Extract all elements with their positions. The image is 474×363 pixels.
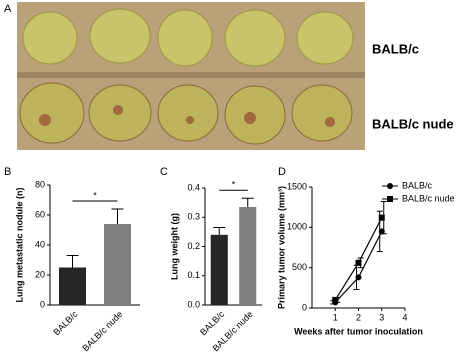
lung-photo <box>17 2 365 150</box>
x-tick-label: BALB/c nude <box>80 309 124 353</box>
y-tick-label: 500 <box>292 262 307 272</box>
y-tick-label: 60 <box>35 209 45 219</box>
marker <box>355 274 362 281</box>
row-label: BALB/c nude <box>372 116 454 131</box>
y-axis-label: Primary tumor volume (mm³) <box>276 186 286 309</box>
x-tick-label: 4 <box>402 312 407 322</box>
x-tick-label: 2 <box>356 312 361 322</box>
marker <box>332 296 339 303</box>
x-tick-label: 3 <box>379 312 384 322</box>
panel-label: C <box>160 166 168 178</box>
x-tick-label: BALB/c <box>51 309 80 338</box>
y-tick-label: 1500 <box>287 181 307 191</box>
y-axis-label: Lung weight (g) <box>169 213 179 280</box>
y-tick-label: 0.1 <box>187 270 200 280</box>
y-axis-label: Lung metastatic nodule (n) <box>14 187 24 302</box>
bar <box>239 207 257 305</box>
legend-label: BALB/c <box>402 180 433 190</box>
legend-marker <box>387 183 393 189</box>
legend-marker <box>387 196 393 202</box>
legend-label: BALB/c nude <box>402 193 455 203</box>
y-tick-label: 0 <box>302 302 307 312</box>
bar <box>210 234 228 305</box>
y-tick-label: 0 <box>40 299 45 309</box>
x-axis-label: Weeks after tumor inoculation <box>294 326 423 336</box>
row-label: BALB/c <box>372 41 419 56</box>
panel-label: D <box>278 166 286 178</box>
y-tick-label: 0.0 <box>187 299 200 309</box>
panel-label: A <box>4 3 12 15</box>
marker <box>378 214 385 221</box>
marker <box>355 259 362 266</box>
y-tick-label: 40 <box>35 239 45 249</box>
y-tick-label: 0.4 <box>187 182 200 192</box>
y-tick-label: 20 <box>35 269 45 279</box>
bar <box>59 267 86 305</box>
bar <box>104 224 131 305</box>
panel-label: B <box>4 166 11 178</box>
y-tick-label: 80 <box>35 179 45 189</box>
series-line <box>334 231 383 303</box>
x-tick-label: 1 <box>333 312 338 322</box>
y-tick-label: 1000 <box>287 222 307 232</box>
significance-mark: * <box>93 190 97 200</box>
y-tick-label: 0.3 <box>187 212 200 222</box>
y-tick-label: 0.2 <box>187 241 200 251</box>
series-line <box>334 217 383 301</box>
significance-mark: * <box>232 180 236 190</box>
